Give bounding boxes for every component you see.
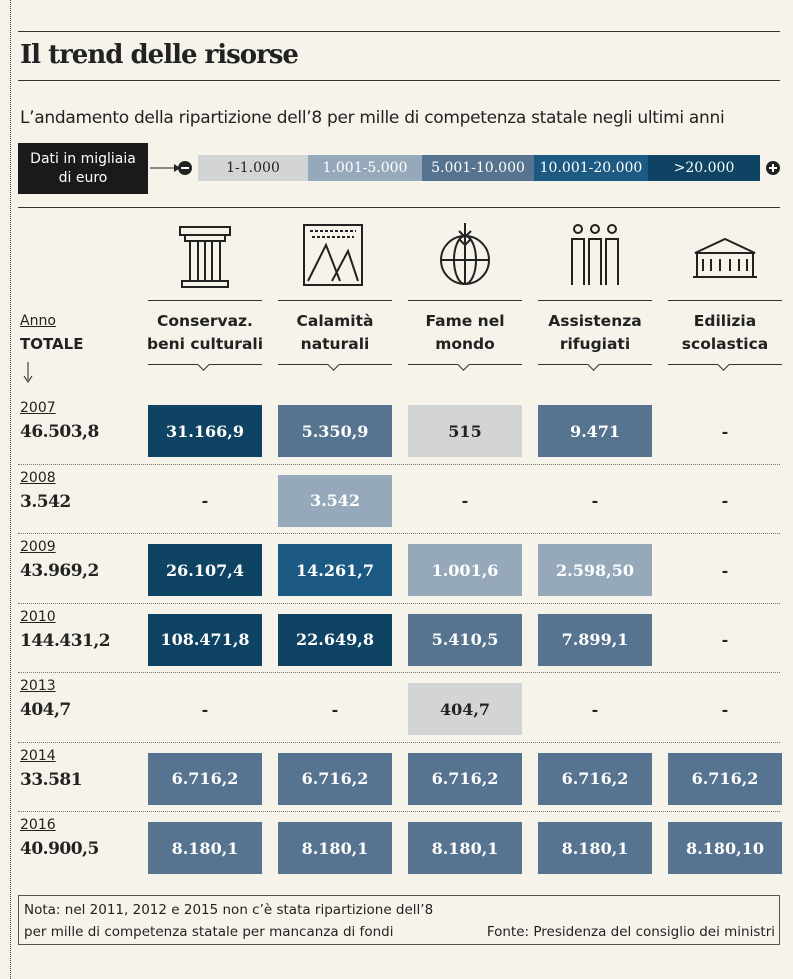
column-notch [717, 358, 730, 371]
legend-item: 1.001-5.000 [308, 155, 422, 181]
cell: - [591, 491, 599, 510]
cell: 14.261,7 [278, 544, 392, 596]
icon-globe [440, 223, 490, 285]
dotted-rule [10, 0, 11, 979]
cell: - [201, 699, 209, 719]
cell: 1.001,6 [408, 544, 522, 596]
row-total: 3.542 [20, 491, 71, 512]
year: 2009 [20, 539, 56, 555]
legend: 1-1.000 1.001-5.000 5.001-10.000 10.001-20.… [198, 155, 760, 181]
column-header: Assistenza rifugiati [548, 312, 642, 353]
cell: - [721, 699, 729, 719]
cell: 515 [408, 405, 522, 457]
cell: 8.180,10 [668, 822, 782, 874]
legend-item: 1-1.000 [198, 155, 308, 181]
year-header: Anno [20, 313, 56, 329]
cell: - [591, 699, 599, 719]
icon-people [571, 224, 619, 285]
column-header: Fame nel mondo [425, 312, 505, 353]
legend-label: Dati in migliaia di euro [18, 143, 148, 194]
cell: 22.649,8 [278, 613, 392, 666]
row-total: 43.969,2 [20, 561, 99, 581]
year: 2010 [20, 608, 56, 625]
cell: 6.716,2 [538, 752, 652, 805]
column-notch [197, 358, 210, 371]
source: Fonte: Presidenza del consiglio dei mini… [486, 924, 775, 940]
column-rule [668, 300, 782, 301]
year: 2016 [20, 817, 56, 833]
year: 2007 [20, 400, 56, 416]
down-arrow [23, 362, 33, 383]
legend-arrow [150, 161, 192, 175]
title: Il trend delle risorse [20, 40, 299, 70]
row-total: 33.581 [20, 769, 83, 790]
row-total: 40.900,5 [20, 839, 99, 859]
cell: - [461, 491, 469, 510]
column-notch [587, 358, 600, 371]
column-rule [538, 300, 652, 301]
column-rule [408, 300, 522, 301]
cell: 6.716,2 [148, 752, 262, 805]
cell: 8.180,1 [278, 822, 392, 874]
row-rule [18, 741, 780, 743]
cell: 2.598,50 [538, 544, 652, 596]
rule [18, 80, 780, 81]
row-rule [18, 463, 780, 465]
year: 2014 [20, 747, 56, 764]
cell: 6.716,2 [408, 752, 522, 805]
legend-item: >20.000 [648, 155, 760, 181]
cell: - [721, 560, 729, 580]
cell: 6.716,2 [278, 752, 392, 805]
cell: 26.107,4 [148, 544, 262, 596]
cell: - [201, 491, 209, 510]
column-header: Calamità naturali [296, 312, 374, 353]
cell: - [721, 491, 729, 510]
cell: 8.180,1 [408, 822, 522, 874]
row-total: 144.431,2 [20, 630, 111, 651]
year: 2008 [20, 469, 56, 486]
row-rule [18, 602, 780, 604]
icons [179, 223, 757, 288]
row-rule [18, 811, 780, 812]
cell: - [331, 699, 339, 719]
icon-school [693, 237, 757, 278]
total-header: TOTALE [20, 335, 84, 353]
cell: 6.716,2 [668, 752, 782, 805]
rule [18, 207, 780, 208]
cell: 5.350,9 [278, 405, 392, 457]
cell: 7.899,1 [538, 613, 652, 666]
column-notch [327, 358, 340, 371]
row-total: 46.503,8 [20, 422, 99, 442]
cell: 31.166,9 [148, 405, 262, 457]
legend-plus [766, 161, 780, 175]
year: 2013 [20, 678, 56, 694]
cell: - [721, 421, 729, 441]
legend-item: 5.001-10.000 [422, 155, 534, 181]
column-rule [148, 300, 262, 301]
column-notch [457, 358, 470, 371]
cell: 8.180,1 [148, 822, 262, 874]
cell: 108.471,8 [148, 613, 262, 666]
column-header: Conservaz. beni culturali [146, 312, 264, 353]
subtitle: L’andamento della ripartizione dell’8 pe… [20, 108, 725, 128]
cell: 9.471 [538, 405, 652, 457]
rule [18, 31, 780, 32]
row-rule [18, 672, 780, 673]
column-header: Edilizia scolastica [681, 312, 769, 353]
column-rule [278, 300, 392, 301]
legend-item: 10.001-20.000 [534, 155, 648, 181]
note: Nota: nel 2011, 2012 e 2015 non c’è stat… [24, 902, 434, 940]
cell: 3.542 [278, 474, 392, 527]
row-total: 404,7 [20, 700, 71, 720]
cell: 5.410,5 [408, 613, 522, 666]
row-rule [18, 533, 780, 534]
cell: 404,7 [408, 683, 522, 735]
footer-box [18, 895, 780, 945]
cell: - [721, 630, 729, 649]
icon-disaster [303, 224, 363, 286]
cell: 8.180,1 [538, 822, 652, 874]
icon-column [179, 226, 231, 288]
